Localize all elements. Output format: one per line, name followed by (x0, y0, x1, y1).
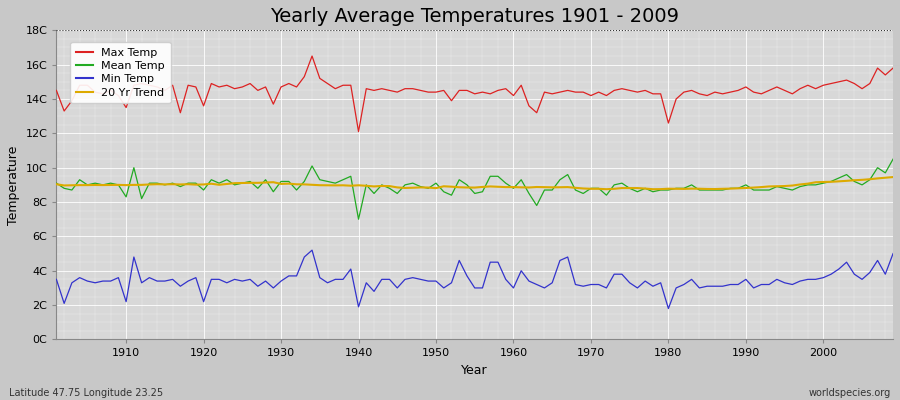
Title: Yearly Average Temperatures 1901 - 2009: Yearly Average Temperatures 1901 - 2009 (270, 7, 680, 26)
Y-axis label: Temperature: Temperature (7, 145, 20, 224)
Text: worldspecies.org: worldspecies.org (809, 388, 891, 398)
Text: Latitude 47.75 Longitude 23.25: Latitude 47.75 Longitude 23.25 (9, 388, 163, 398)
X-axis label: Year: Year (462, 364, 488, 377)
Legend: Max Temp, Mean Temp, Min Temp, 20 Yr Trend: Max Temp, Mean Temp, Min Temp, 20 Yr Tre… (70, 42, 171, 103)
